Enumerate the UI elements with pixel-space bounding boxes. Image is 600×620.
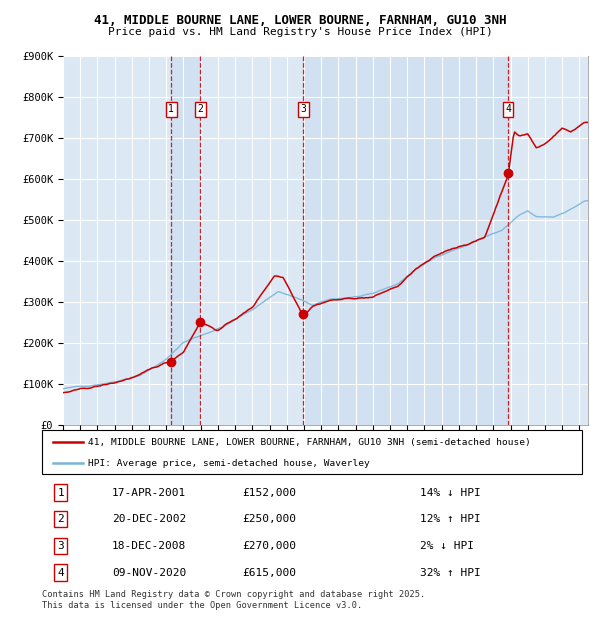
Text: 41, MIDDLE BOURNE LANE, LOWER BOURNE, FARNHAM, GU10 3NH (semi-detached house): 41, MIDDLE BOURNE LANE, LOWER BOURNE, FA… [88, 438, 530, 446]
Text: 2: 2 [197, 104, 203, 114]
Text: 3: 3 [301, 104, 306, 114]
Text: £152,000: £152,000 [242, 487, 296, 498]
Text: 32% ↑ HPI: 32% ↑ HPI [420, 567, 481, 578]
Text: 09-NOV-2020: 09-NOV-2020 [112, 567, 187, 578]
Text: 1: 1 [169, 104, 174, 114]
FancyBboxPatch shape [42, 430, 582, 474]
Text: Price paid vs. HM Land Registry's House Price Index (HPI): Price paid vs. HM Land Registry's House … [107, 27, 493, 37]
Text: 17-APR-2001: 17-APR-2001 [112, 487, 187, 498]
Text: 2: 2 [58, 514, 64, 525]
Text: 4: 4 [58, 567, 64, 578]
Text: Contains HM Land Registry data © Crown copyright and database right 2025.
This d: Contains HM Land Registry data © Crown c… [42, 590, 425, 609]
Text: 12% ↑ HPI: 12% ↑ HPI [420, 514, 481, 525]
Bar [303, 56, 508, 425]
Text: 14% ↓ HPI: 14% ↓ HPI [420, 487, 481, 498]
Text: £615,000: £615,000 [242, 567, 296, 578]
Text: £270,000: £270,000 [242, 541, 296, 551]
Bar [171, 56, 200, 425]
Text: £250,000: £250,000 [242, 514, 296, 525]
Text: 4: 4 [505, 104, 511, 114]
Text: 18-DEC-2008: 18-DEC-2008 [112, 541, 187, 551]
Text: 3: 3 [58, 541, 64, 551]
Text: 1: 1 [58, 487, 64, 498]
Text: 2% ↓ HPI: 2% ↓ HPI [420, 541, 474, 551]
Text: 20-DEC-2002: 20-DEC-2002 [112, 514, 187, 525]
Text: 41, MIDDLE BOURNE LANE, LOWER BOURNE, FARNHAM, GU10 3NH: 41, MIDDLE BOURNE LANE, LOWER BOURNE, FA… [94, 14, 506, 27]
Text: HPI: Average price, semi-detached house, Waverley: HPI: Average price, semi-detached house,… [88, 459, 370, 467]
